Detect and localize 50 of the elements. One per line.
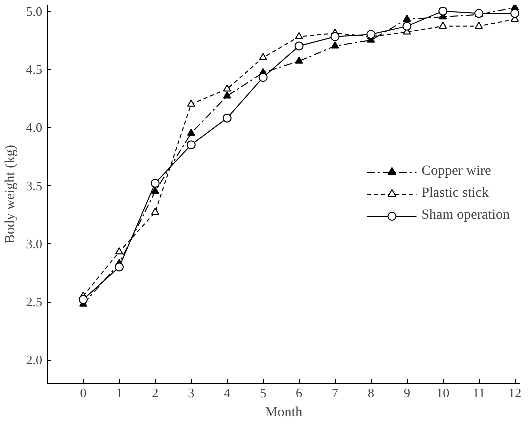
point (475, 22, 484, 29)
y-tick-label: 3.5 (26, 178, 42, 194)
point (151, 208, 160, 216)
x-tick-label: 4 (224, 386, 232, 400)
y-tick-label: 2.0 (26, 352, 42, 368)
y-axis-title: Body weight (kg) (3, 144, 18, 244)
x-tick-label: 11 (472, 386, 486, 400)
point (510, 9, 520, 18)
point (150, 178, 160, 188)
point (258, 73, 268, 82)
x-tick-label: 8 (368, 386, 374, 400)
y-tick-label: 3.0 (26, 236, 42, 252)
point (187, 100, 196, 107)
point (439, 22, 448, 29)
y-tick-label: 5.0 (26, 4, 42, 19)
x-tick-label: 6 (296, 386, 304, 400)
point (78, 295, 88, 304)
legend-label: Copper wire (422, 164, 492, 180)
point (438, 6, 448, 16)
point (186, 140, 196, 150)
x-tick-label: 10 (436, 386, 450, 400)
point (259, 53, 268, 60)
point (403, 14, 412, 22)
x-tick-label: 7 (332, 386, 340, 400)
x-tick-label: 12 (508, 386, 522, 400)
point (295, 56, 304, 64)
x-axis-title: Month (265, 406, 303, 420)
point (114, 262, 124, 272)
point (295, 32, 304, 40)
point (115, 248, 124, 255)
x-tick-label: 3 (188, 386, 195, 400)
x-tick-label: 1 (116, 386, 123, 400)
point (151, 187, 160, 194)
x-tick-label: 5 (260, 386, 267, 400)
legend-label: Sham operation (422, 208, 510, 224)
x-tick-label: 0 (80, 386, 87, 400)
point (187, 128, 196, 136)
point (330, 32, 340, 42)
y-tick-label: 4.5 (26, 62, 42, 77)
x-tick-label: 9 (404, 386, 410, 400)
point (223, 92, 232, 99)
legend-label: Plastic stick (422, 186, 490, 202)
y-tick-label: 4.0 (26, 120, 42, 136)
point (222, 114, 232, 123)
y-tick-label: 2.5 (26, 294, 42, 310)
x-tick-label: 2 (152, 386, 159, 400)
point (331, 42, 340, 49)
point (294, 42, 304, 51)
point (402, 22, 412, 31)
point (223, 84, 232, 92)
